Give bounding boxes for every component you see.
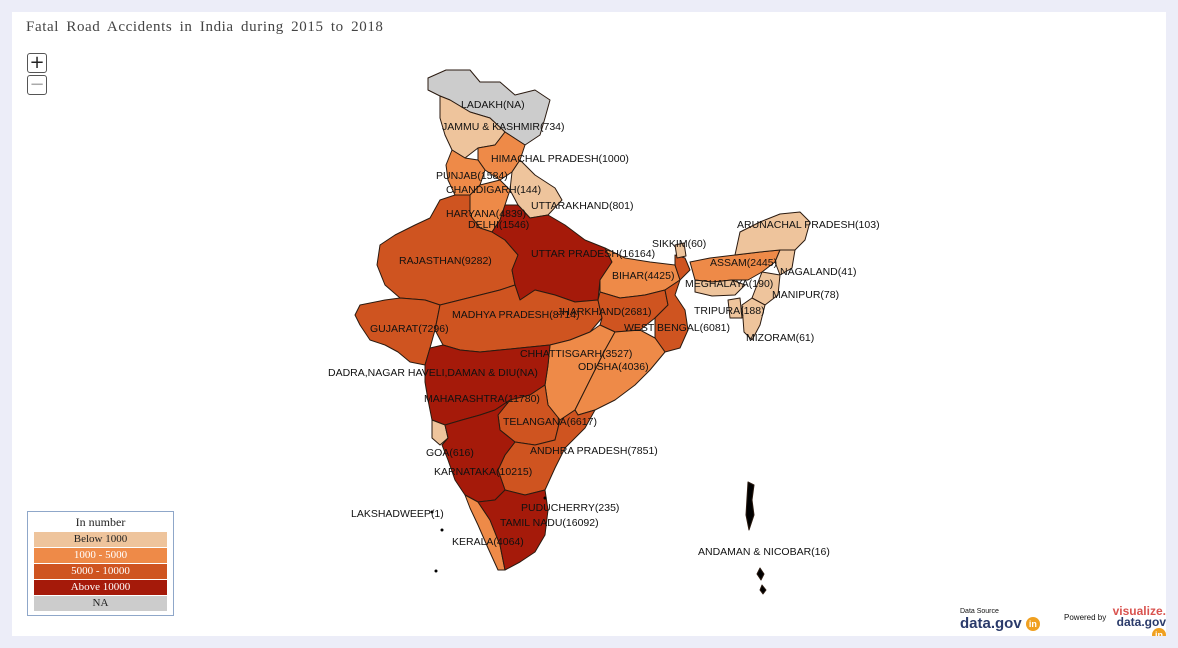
state-meghalaya[interactable] xyxy=(694,279,746,297)
label-tripura: TRIPURA(188) xyxy=(694,305,765,317)
state-goa[interactable] xyxy=(431,419,449,446)
label-chandigarh: CHANDIGARH(144) xyxy=(446,184,541,196)
india-map[interactable]: LADAKH(NA) JAMMU & KASHMIR(734) HIMACHAL… xyxy=(12,12,1166,636)
label-puducherry: PUDUCHERRY(235) xyxy=(521,502,619,514)
legend-item-1000-5000: 1000 - 5000 xyxy=(34,548,167,563)
data-gov-logo[interactable]: data.gov in xyxy=(960,615,1040,632)
label-haryana: HARYANA(4839) xyxy=(446,208,526,220)
label-delhi: DELHI(1546) xyxy=(468,219,529,231)
state-arunachal[interactable] xyxy=(734,211,811,256)
state-manipur[interactable] xyxy=(751,271,781,306)
label-andhra-pradesh: ANDHRA PRADESH(7851) xyxy=(530,445,658,457)
visualize-logo-line1: visualize. xyxy=(1112,604,1166,618)
label-rajasthan: RAJASTHAN(9282) xyxy=(399,255,492,267)
legend-item-below-1000: Below 1000 xyxy=(34,532,167,547)
data-gov-logo-text: data.gov xyxy=(960,615,1022,632)
label-karnataka: KARNATAKA(10215) xyxy=(434,466,532,478)
label-punjab: PUNJAB(1584) xyxy=(436,170,508,182)
state-sikkim[interactable] xyxy=(674,242,687,259)
label-ladakh: LADAKH(NA) xyxy=(461,99,525,111)
legend-item-5000-10000: 5000 - 10000 xyxy=(34,564,167,579)
island-puducherry xyxy=(543,496,547,500)
in-badge-icon-2: in xyxy=(1152,628,1166,636)
label-jharkhand: JHARKHAND(2681) xyxy=(557,306,652,318)
label-gujarat: GUJARAT(7296) xyxy=(370,323,449,335)
label-assam: ASSAM(2445) xyxy=(710,257,777,269)
label-mizoram: MIZORAM(61) xyxy=(746,332,814,344)
label-manipur: MANIPUR(78) xyxy=(772,289,839,301)
label-dadra: DADRA,NAGAR HAVELI,DAMAN & DIU(NA) xyxy=(328,367,538,379)
powered-by-caption: Powered by xyxy=(1064,613,1107,622)
data-source-caption: Data Source xyxy=(960,608,999,615)
island-lakshadweep-3 xyxy=(434,569,438,573)
label-tamil-nadu: TAMIL NADU(16092) xyxy=(500,517,599,529)
label-maharashtra: MAHARASHTRA(11780) xyxy=(424,393,540,405)
state-tamil-nadu[interactable] xyxy=(477,489,549,571)
label-nagaland: NAGALAND(41) xyxy=(780,266,856,278)
visualize-logo[interactable]: visualize. data.gov in xyxy=(1108,604,1166,636)
state-west-bengal[interactable] xyxy=(654,254,691,353)
visualize-logo-line2: data.gov xyxy=(1116,615,1166,629)
state-mizoram[interactable] xyxy=(741,297,766,341)
legend-item-na: NA xyxy=(34,596,167,611)
label-himachal: HIMACHAL PRADESH(1000) xyxy=(491,153,629,165)
label-uttarakhand: UTTARAKHAND(801) xyxy=(531,200,634,212)
label-chhattisgarh: CHHATTISGARH(3527) xyxy=(520,348,632,360)
label-meghalaya: MEGHALAYA(190) xyxy=(685,278,773,290)
state-nagaland[interactable] xyxy=(774,249,796,276)
label-jammu-kashmir: JAMMU & KASHMIR(734) xyxy=(442,121,565,133)
label-madhya-pradesh: MADHYA PRADESH(8714) xyxy=(452,309,580,321)
state-uttarakhand[interactable] xyxy=(509,159,563,219)
label-arunachal: ARUNACHAL PRADESH(103) xyxy=(737,219,880,231)
state-odisha[interactable] xyxy=(574,329,666,416)
island-lakshadweep-1 xyxy=(430,510,434,514)
label-odisha: ODISHA(4036) xyxy=(578,361,649,373)
label-uttar-pradesh: UTTAR PRADESH(16164) xyxy=(531,248,655,260)
state-tripura[interactable] xyxy=(727,297,743,319)
island-nicobar[interactable] xyxy=(756,567,767,595)
in-badge-icon: in xyxy=(1025,617,1040,632)
label-kerala: KERALA(4064) xyxy=(452,536,524,548)
label-lakshadweep: LAKSHADWEEP(1) xyxy=(351,508,444,520)
label-west-bengal: WEST BENGAL(6081) xyxy=(624,322,730,334)
state-karnataka[interactable] xyxy=(441,399,516,503)
label-bihar: BIHAR(4425) xyxy=(612,270,674,282)
zoom-in-button[interactable]: + xyxy=(27,53,47,73)
zoom-out-button[interactable]: − xyxy=(27,75,47,95)
label-sikkim: SIKKIM(60) xyxy=(652,238,706,250)
label-andaman: ANDAMAN & NICOBAR(16) xyxy=(698,546,830,558)
legend-item-above-10000: Above 10000 xyxy=(34,580,167,595)
label-goa: GOA(616) xyxy=(426,447,474,459)
island-andaman[interactable] xyxy=(745,481,755,531)
map-title: Fatal Road Accidents in India during 201… xyxy=(26,19,384,35)
island-lakshadweep-2 xyxy=(440,528,444,532)
map-panel: Fatal Road Accidents in India during 201… xyxy=(12,12,1166,636)
legend: In number Below 1000 1000 - 5000 5000 - … xyxy=(27,511,174,616)
label-telangana: TELANGANA(6617) xyxy=(503,416,597,428)
legend-title: In number xyxy=(75,515,126,529)
state-jharkhand[interactable] xyxy=(597,289,669,333)
